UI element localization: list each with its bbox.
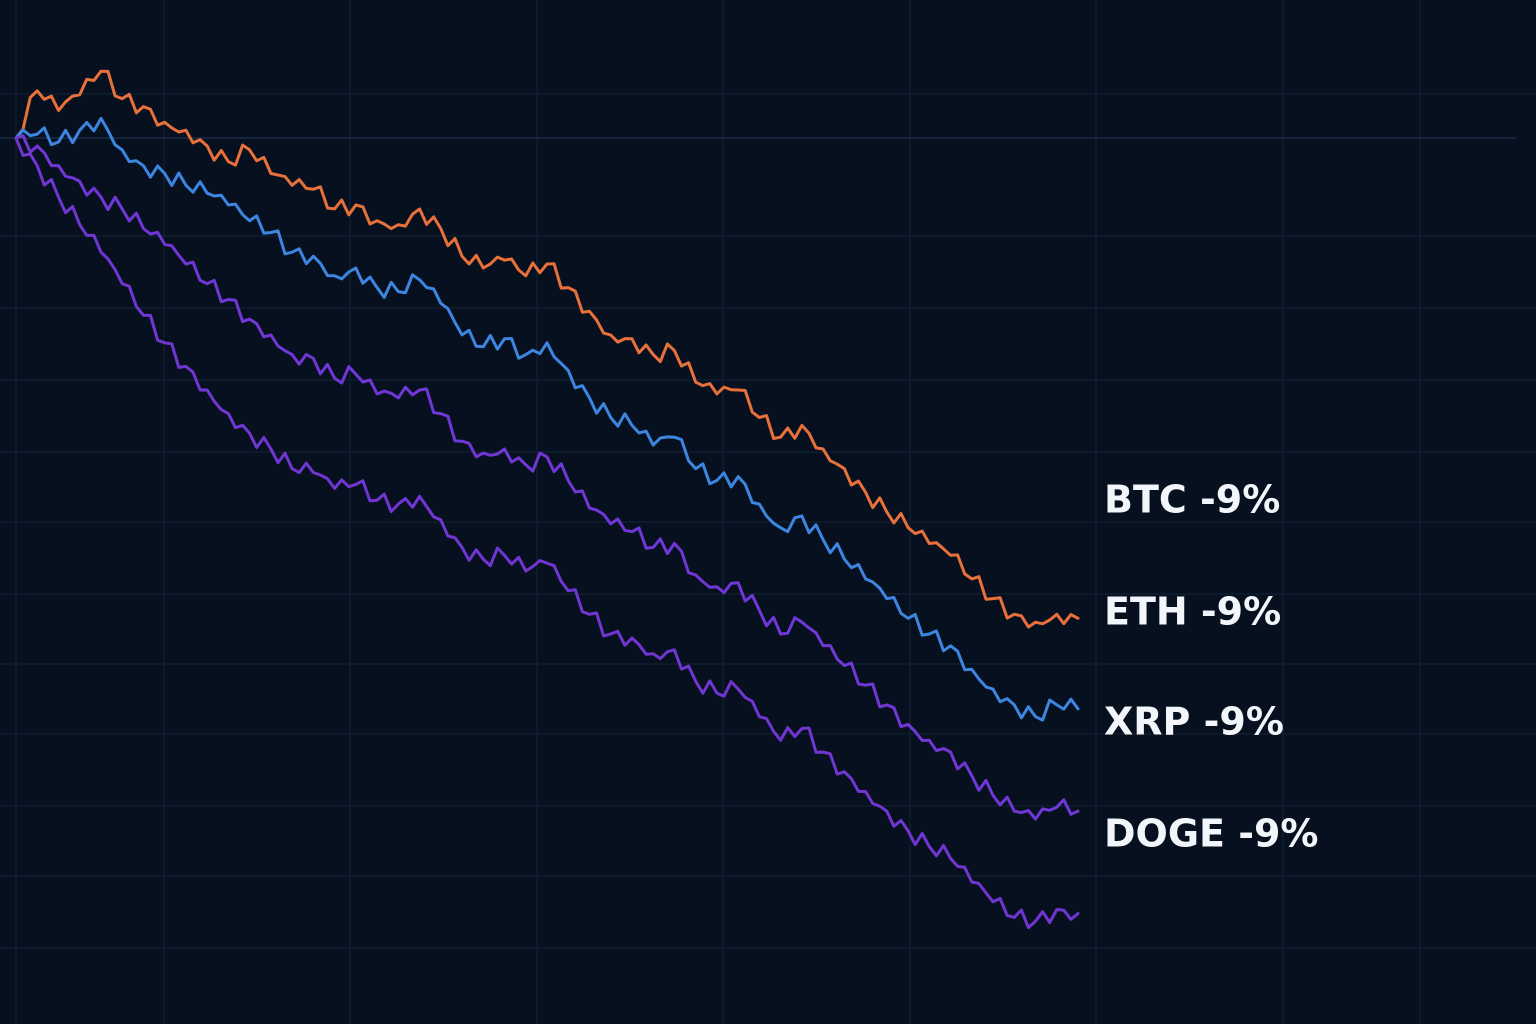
series-label-btc: BTC -9% [1104,478,1280,522]
series-label-xrp: XRP -9% [1104,700,1284,744]
series-label-doge: DOGE -9% [1104,812,1319,856]
series-line-doge [14,136,1080,930]
series-line-eth [14,116,1080,722]
series-line-btc [14,69,1080,629]
series-label-eth: ETH -9% [1104,590,1281,634]
series-labels: BTC -9% ETH -9% XRP -9% DOGE -9% [1104,478,1319,856]
series-line-xrp [14,134,1080,821]
series-group [14,69,1080,930]
